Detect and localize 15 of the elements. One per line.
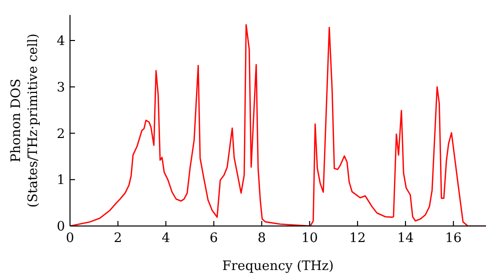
x-tick-label: 14 [397, 231, 414, 246]
y-tick-label: 0 [56, 220, 65, 235]
x-tick-label: 8 [258, 231, 266, 246]
x-tick-label: 6 [210, 231, 218, 246]
x-tick-label: 2 [114, 231, 122, 246]
x-tick-label: 16 [445, 231, 462, 246]
y-tick-label: 3 [56, 80, 65, 96]
x-tick-label: 4 [162, 231, 170, 246]
x-tick-label: 10 [301, 231, 318, 246]
x-tick-label: 12 [349, 231, 366, 246]
x-axis-title: Frequency (THz) [222, 259, 334, 274]
y-tick-label: 1 [56, 173, 65, 188]
y-tick-label: 2 [56, 126, 65, 142]
y-axis-title: Phonon DOS (States/THz·primitive cell) [9, 33, 41, 208]
y-tick-label: 4 [56, 34, 65, 50]
